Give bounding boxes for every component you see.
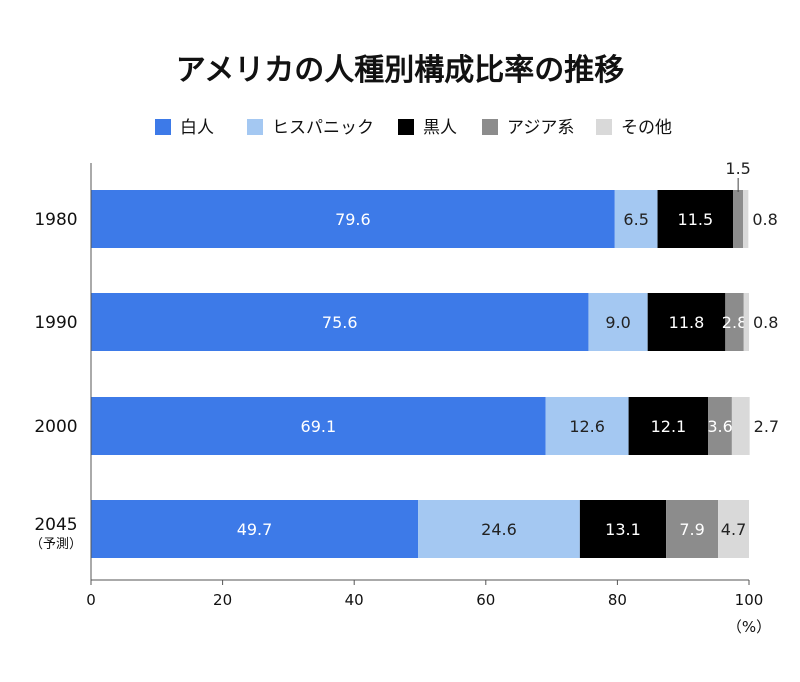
data-label: 49.7 <box>237 520 273 539</box>
data-label: 2.8 <box>722 313 747 332</box>
x-tick-label: 80 <box>608 591 627 609</box>
data-label: 6.5 <box>623 210 648 229</box>
bar-segment <box>718 500 749 558</box>
data-label: 2.7 <box>754 417 779 436</box>
category-sublabel: （予測） <box>30 537 82 552</box>
category-label: 1980 <box>34 210 77 230</box>
x-tick-label: 100 <box>735 591 764 609</box>
legend-label: アジア系 <box>507 118 574 138</box>
bar-segment <box>579 500 667 558</box>
legend-item: その他 <box>596 118 672 138</box>
x-tick-label: 40 <box>345 591 364 609</box>
data-label: 75.6 <box>322 313 358 332</box>
x-tick-label: 60 <box>476 591 495 609</box>
data-label: 69.1 <box>301 417 337 436</box>
data-label: 12.1 <box>651 417 687 436</box>
data-label: 79.6 <box>335 210 371 229</box>
data-label: 0.8 <box>753 313 778 332</box>
category-label: 2000 <box>34 417 77 437</box>
bar-segment <box>647 293 726 351</box>
data-label: 7.9 <box>679 520 704 539</box>
category-label: 2045 <box>34 515 77 535</box>
bar-segment <box>545 397 629 455</box>
bar-segment <box>614 190 658 248</box>
bar-row: 2000 69.1 12.6 12.1 3.6 2.7 <box>34 397 779 455</box>
legend-swatch <box>155 119 171 135</box>
data-label: 11.8 <box>669 313 705 332</box>
data-label: 13.1 <box>605 520 641 539</box>
bar-segment <box>743 293 749 351</box>
bar-segment <box>743 190 749 248</box>
bar-row: 1980 79.6 6.5 11.5 1.5 0.8 <box>34 159 778 248</box>
data-label: 11.5 <box>678 210 714 229</box>
legend-item: 白人 <box>155 118 214 138</box>
data-label: 1.5 <box>725 159 750 178</box>
bar-row: 2045 （予測） 49.7 24.6 13.1 7.9 4.7 <box>30 500 749 558</box>
bar-segment <box>657 190 734 248</box>
bar-row: 1990 75.6 9.0 11.8 2.8 0.8 <box>34 293 778 351</box>
bar-segment <box>731 397 750 455</box>
data-label: 24.6 <box>481 520 517 539</box>
category-label: 1990 <box>34 313 77 333</box>
legend-label: その他 <box>621 118 672 138</box>
legend-label: 黒人 <box>423 118 457 138</box>
chart-title: アメリカの人種別構成比率の推移 <box>176 53 625 88</box>
legend-swatch <box>398 119 414 135</box>
legend-item: 黒人 <box>398 118 457 138</box>
legend-swatch <box>596 119 612 135</box>
x-tick-label: 20 <box>213 591 232 609</box>
data-label: 4.7 <box>721 520 746 539</box>
bar-segment <box>725 293 744 351</box>
bar-segment <box>418 500 580 558</box>
legend-swatch <box>247 119 263 135</box>
legend-label: 白人 <box>180 118 214 138</box>
legend-swatch <box>482 119 498 135</box>
bar-segment <box>91 500 419 558</box>
data-label: 3.6 <box>707 417 732 436</box>
plot-area: 1980 79.6 6.5 11.5 1.5 0.8 1990 75.6 9.0 11.8 2.8 0… <box>30 159 779 558</box>
x-tick-label: 0 <box>86 591 96 609</box>
data-label: 9.0 <box>605 313 630 332</box>
bar-segment <box>733 190 744 248</box>
data-label: 0.8 <box>752 210 777 229</box>
legend-item: アジア系 <box>482 118 574 138</box>
bar-segment <box>708 397 732 455</box>
bar-segment <box>666 500 719 558</box>
bar-segment <box>91 397 546 455</box>
legend-label: ヒスパニック <box>272 118 374 138</box>
bar-segment <box>91 190 615 248</box>
bar-segment <box>91 293 589 351</box>
legend-item: ヒスパニック <box>247 118 374 138</box>
x-axis-unit: （%） <box>727 618 771 636</box>
bar-segment <box>588 293 648 351</box>
data-label: 12.6 <box>569 417 605 436</box>
axes: 0 20 40 60 80 100 <box>86 163 763 609</box>
bar-segment <box>628 397 709 455</box>
legend: 白人 ヒスパニック 黒人 アジア系 その他 <box>155 118 672 138</box>
